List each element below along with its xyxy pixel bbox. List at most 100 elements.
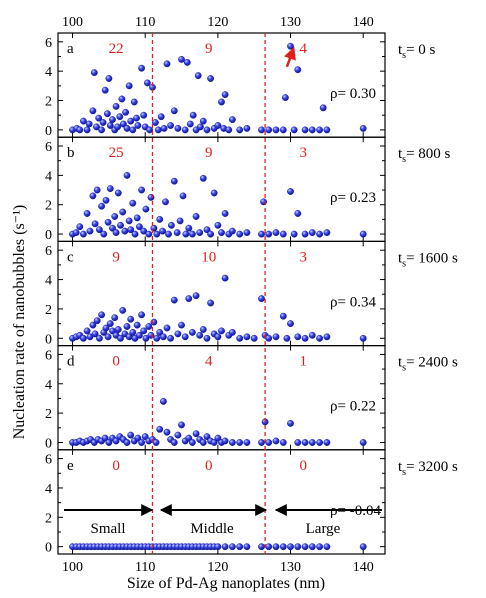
region-count: 4	[300, 41, 308, 57]
data-point	[96, 226, 103, 234]
region-count: 0	[205, 458, 213, 474]
data-point	[221, 274, 229, 282]
data-point	[167, 122, 175, 129]
data-point	[125, 217, 133, 225]
data-point	[98, 202, 106, 210]
data-point	[272, 333, 280, 341]
data-point	[287, 188, 294, 195]
data-point	[93, 317, 101, 325]
data-point	[142, 334, 150, 342]
data-point	[86, 227, 94, 235]
data-point	[105, 75, 113, 82]
data-point	[258, 543, 265, 551]
data-point	[135, 331, 143, 339]
data-point	[159, 333, 167, 341]
region-count: 9	[112, 249, 120, 265]
data-point	[199, 326, 207, 333]
data-point	[287, 419, 294, 427]
data-point	[140, 327, 148, 335]
data-point	[203, 433, 211, 440]
data-point	[95, 114, 103, 122]
data-point	[316, 334, 323, 342]
y-tick-label: 2	[45, 95, 52, 110]
data-point	[119, 208, 127, 216]
data-point	[308, 439, 316, 446]
data-point	[123, 171, 131, 179]
data-point	[105, 439, 113, 446]
data-point	[151, 119, 159, 126]
panel-letter: b	[67, 145, 75, 161]
data-point	[203, 334, 211, 342]
data-point	[127, 431, 135, 439]
data-point	[122, 108, 130, 116]
data-point	[272, 543, 280, 551]
data-point	[114, 123, 122, 131]
data-point	[265, 543, 273, 551]
data-point	[120, 120, 127, 128]
ts-label: ts= 2400 s	[398, 355, 458, 374]
data-point	[93, 123, 100, 131]
region-count: 0	[112, 458, 120, 474]
data-point	[174, 124, 182, 132]
data-point	[127, 117, 135, 125]
data-point	[129, 328, 137, 336]
data-point	[106, 185, 114, 193]
data-point	[176, 217, 184, 225]
rho-value: ρ= 0.30	[330, 86, 376, 102]
data-point	[210, 189, 218, 197]
region-count: 9	[205, 145, 213, 161]
data-point	[221, 91, 229, 99]
y-tick-label: 6	[45, 453, 52, 468]
y-tick-label: 4	[45, 482, 52, 497]
y-tick-label: 6	[45, 348, 52, 363]
data-point	[199, 439, 207, 446]
region-count: 1	[300, 354, 308, 370]
data-point	[117, 334, 124, 342]
data-point	[265, 439, 273, 446]
data-point	[189, 111, 197, 119]
data-point	[192, 292, 200, 300]
data-point	[163, 60, 171, 68]
data-point	[228, 543, 236, 551]
data-point	[152, 439, 160, 446]
data-point	[135, 223, 143, 231]
data-point	[272, 229, 280, 237]
ts-label: ts= 800 s	[398, 146, 451, 165]
data-point	[89, 321, 97, 329]
data-point	[83, 327, 91, 335]
data-point	[147, 331, 155, 339]
x-tick-label-bottom: 130	[280, 560, 301, 575]
data-point	[185, 224, 193, 232]
data-point	[160, 124, 168, 132]
data-point	[294, 333, 302, 341]
data-point	[294, 439, 302, 446]
data-point	[203, 126, 211, 134]
data-point	[359, 124, 367, 132]
data-point	[207, 230, 215, 238]
data-point	[129, 126, 137, 134]
data-point	[228, 116, 236, 124]
data-point	[142, 205, 150, 213]
region-arrows: Small Middle Large	[64, 504, 382, 537]
panel-letter: e	[67, 458, 74, 474]
data-point	[80, 334, 87, 342]
data-point	[117, 221, 124, 229]
data-point	[308, 543, 316, 551]
x-tick-label-bottom: 100	[62, 560, 83, 575]
data-point	[83, 126, 91, 134]
y-tick-label: 0	[45, 124, 52, 139]
region-count: 10	[201, 249, 216, 265]
y-tick-label: 0	[45, 541, 52, 556]
data-point	[279, 312, 287, 320]
data-point	[118, 95, 126, 103]
data-point	[76, 126, 84, 134]
data-point	[323, 126, 331, 134]
data-point	[111, 213, 119, 220]
region-count: 3	[300, 249, 308, 265]
data-point	[228, 328, 236, 336]
data-point	[236, 439, 244, 446]
data-point	[243, 543, 251, 551]
data-point	[114, 326, 122, 333]
x-tick-label-bottom: 140	[353, 560, 374, 575]
data-point	[359, 334, 367, 342]
